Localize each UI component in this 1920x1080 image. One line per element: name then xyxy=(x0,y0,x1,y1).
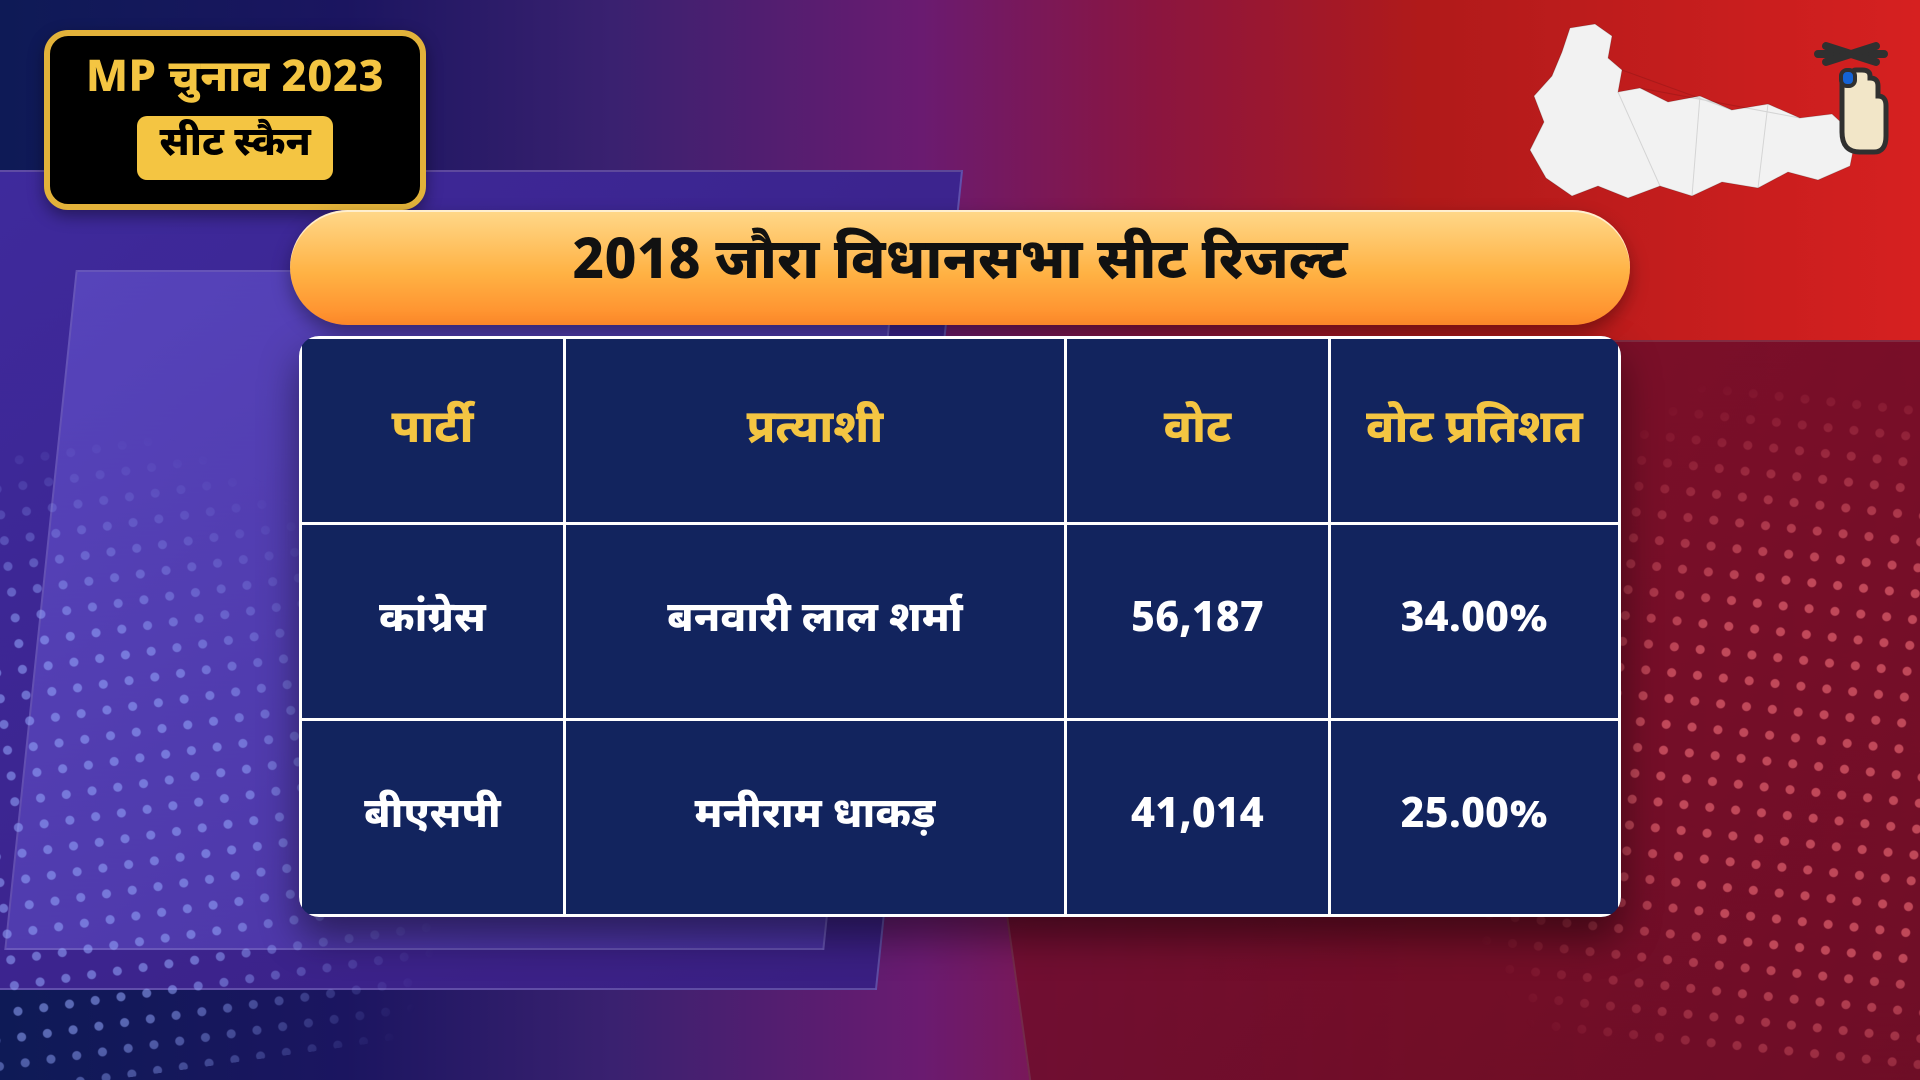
col-candidate: प्रत्याशी xyxy=(564,338,1065,524)
cell-party: कांग्रेस xyxy=(301,524,565,720)
col-party: पार्टी xyxy=(301,338,565,524)
infographic-stage: MP चुनाव 2023 सीट स्कैन 2018 जौरा विधानस… xyxy=(0,0,1920,1080)
cell-votes: 56,187 xyxy=(1066,524,1330,720)
cell-vote-pct: 25.00% xyxy=(1329,720,1619,916)
col-votes: वोट xyxy=(1066,338,1330,524)
vote-finger-icon xyxy=(1808,36,1894,156)
cell-candidate: मनीराम धाकड़ xyxy=(564,720,1065,916)
result-title: 2018 जौरा विधानसभा सीट रिजल्ट xyxy=(290,210,1630,325)
results-table-card: पार्टी प्रत्याशी वोट वोट प्रतिशत कांग्रे… xyxy=(299,336,1621,917)
table-row: बीएसपी मनीराम धाकड़ 41,014 25.00% xyxy=(301,720,1620,916)
cell-candidate: बनवारी लाल शर्मा xyxy=(564,524,1065,720)
table-row: कांग्रेस बनवारी लाल शर्मा 56,187 34.00% xyxy=(301,524,1620,720)
col-vote-pct: वोट प्रतिशत xyxy=(1329,338,1619,524)
election-badge: MP चुनाव 2023 सीट स्कैन xyxy=(44,30,426,210)
table-header-row: पार्टी प्रत्याशी वोट वोट प्रतिशत xyxy=(301,338,1620,524)
cell-vote-pct: 34.00% xyxy=(1329,524,1619,720)
cell-votes: 41,014 xyxy=(1066,720,1330,916)
badge-title: MP चुनाव 2023 xyxy=(86,58,384,104)
cell-party: बीएसपी xyxy=(301,720,565,916)
badge-subtitle: सीट स्कैन xyxy=(137,116,332,180)
results-table: पार्टी प्रत्याशी वोट वोट प्रतिशत कांग्रे… xyxy=(299,336,1621,917)
